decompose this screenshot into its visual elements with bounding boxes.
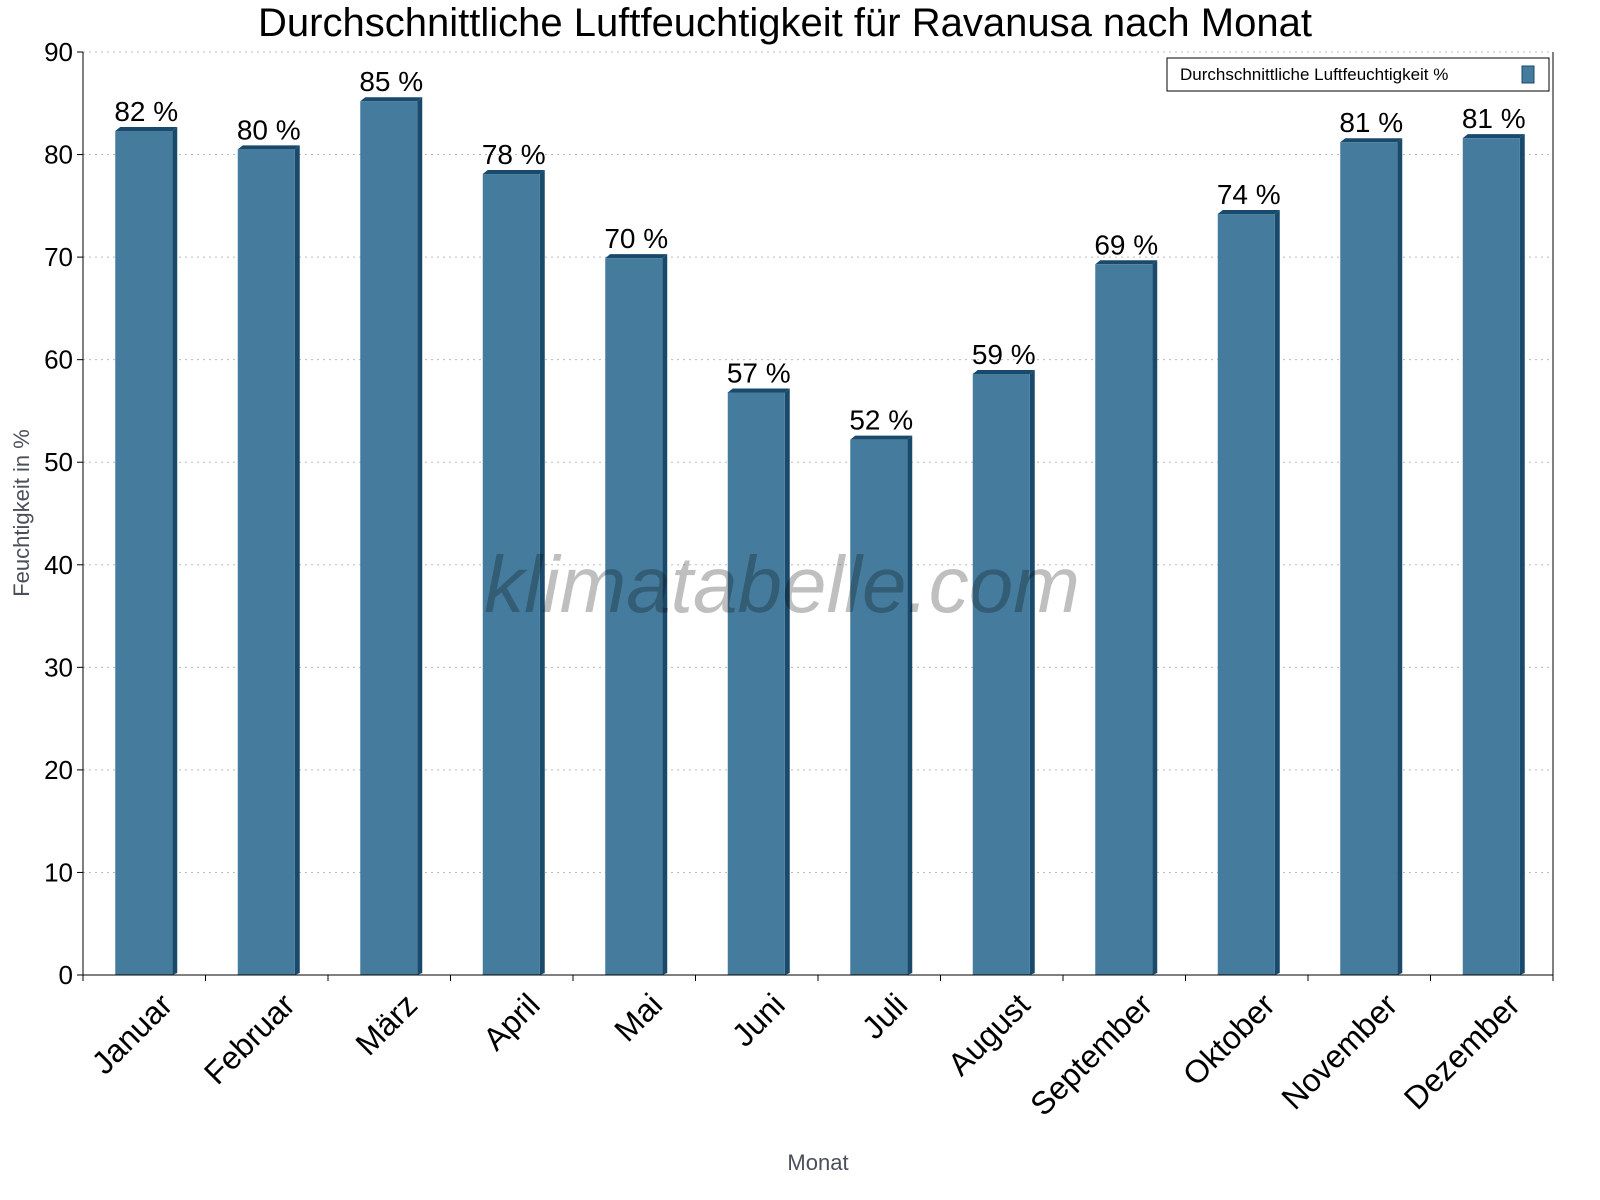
- legend-swatch: [1521, 65, 1535, 84]
- bar: [115, 130, 173, 975]
- y-tick-label: 50: [44, 447, 73, 477]
- bar-side: [1152, 260, 1158, 975]
- bar: [360, 101, 418, 975]
- data-label: 80 %: [237, 114, 301, 145]
- y-tick-label: 0: [59, 960, 73, 990]
- legend-label: Durchschnittliche Luftfeuchtigkeit %: [1180, 65, 1448, 84]
- data-label: 52 %: [849, 405, 913, 436]
- y-tick-label: 90: [44, 37, 73, 67]
- x-tick-label: März: [348, 986, 424, 1062]
- bar: [1462, 138, 1520, 975]
- chart-title: Durchschnittliche Luftfeuchtigkeit für R…: [258, 1, 1312, 45]
- data-label: 70 %: [604, 223, 668, 254]
- bar: [1217, 214, 1275, 975]
- bar-top: [115, 126, 178, 131]
- bar-side: [1519, 134, 1525, 975]
- bar-side: [539, 170, 545, 975]
- bar-side: [172, 126, 178, 976]
- watermark: klimatabelle.com: [484, 540, 1080, 629]
- y-tick-label: 30: [44, 652, 73, 682]
- x-axis-label: Monat: [787, 1150, 848, 1175]
- x-tick-label: Juni: [725, 986, 792, 1053]
- bar-side: [784, 388, 790, 975]
- bar-side: [294, 145, 300, 975]
- bar-top: [1340, 138, 1403, 143]
- bar: [1095, 264, 1153, 975]
- bar: [727, 392, 785, 975]
- x-tick-label: September: [1023, 986, 1159, 1122]
- data-label: 85 %: [359, 66, 423, 97]
- bar: [1340, 142, 1398, 975]
- bar-side: [662, 254, 668, 976]
- bar-top: [727, 388, 790, 393]
- x-tick-label: November: [1274, 986, 1404, 1116]
- bar-top: [605, 254, 668, 259]
- x-tick-label: Juli: [855, 986, 914, 1045]
- bar-top: [1095, 260, 1158, 265]
- legend-box: [1166, 57, 1550, 92]
- x-tick-label: Februar: [197, 986, 302, 1091]
- x-tick-label: Oktober: [1176, 986, 1282, 1092]
- x-tick-label: Dezember: [1397, 986, 1527, 1116]
- bar-side: [907, 435, 913, 975]
- data-label: 74 %: [1217, 179, 1281, 210]
- y-tick-label: 40: [44, 550, 73, 580]
- bar-side: [1029, 370, 1035, 976]
- y-tick-label: 70: [44, 242, 73, 272]
- data-label: 82 %: [114, 96, 178, 127]
- x-tick-label: August: [941, 986, 1037, 1082]
- data-label: 69 %: [1094, 229, 1158, 260]
- y-tick-label: 60: [44, 345, 73, 375]
- bar: [482, 174, 540, 975]
- y-tick-label: 20: [44, 755, 73, 785]
- bar-top: [482, 170, 545, 175]
- bar-side: [417, 97, 423, 975]
- bar: [972, 374, 1030, 976]
- bar: [237, 149, 295, 975]
- bar-top: [360, 97, 423, 102]
- data-label: 81 %: [1462, 103, 1526, 134]
- data-label: 57 %: [727, 357, 791, 388]
- bar-top: [1217, 210, 1280, 215]
- x-tick-label: April: [476, 986, 547, 1057]
- y-axis-label: Feuchtigkeit in %: [9, 429, 34, 597]
- data-label: 78 %: [482, 139, 546, 170]
- bar-side: [1274, 210, 1280, 975]
- data-label: 59 %: [972, 339, 1036, 370]
- bar-top: [1462, 134, 1525, 139]
- bar-top: [237, 145, 300, 150]
- bar-top: [850, 435, 913, 440]
- x-tick-label: Januar: [85, 986, 180, 1081]
- y-tick-label: 80: [44, 140, 73, 170]
- y-tick-label: 10: [44, 857, 73, 887]
- bar: [605, 258, 663, 975]
- legend: Durchschnittliche Luftfeuchtigkeit %: [1166, 57, 1550, 92]
- bar-top: [972, 370, 1035, 375]
- bar-side: [1397, 138, 1403, 975]
- x-tick-label: Mai: [607, 986, 669, 1048]
- bar: [850, 439, 908, 975]
- data-label: 81 %: [1339, 107, 1403, 138]
